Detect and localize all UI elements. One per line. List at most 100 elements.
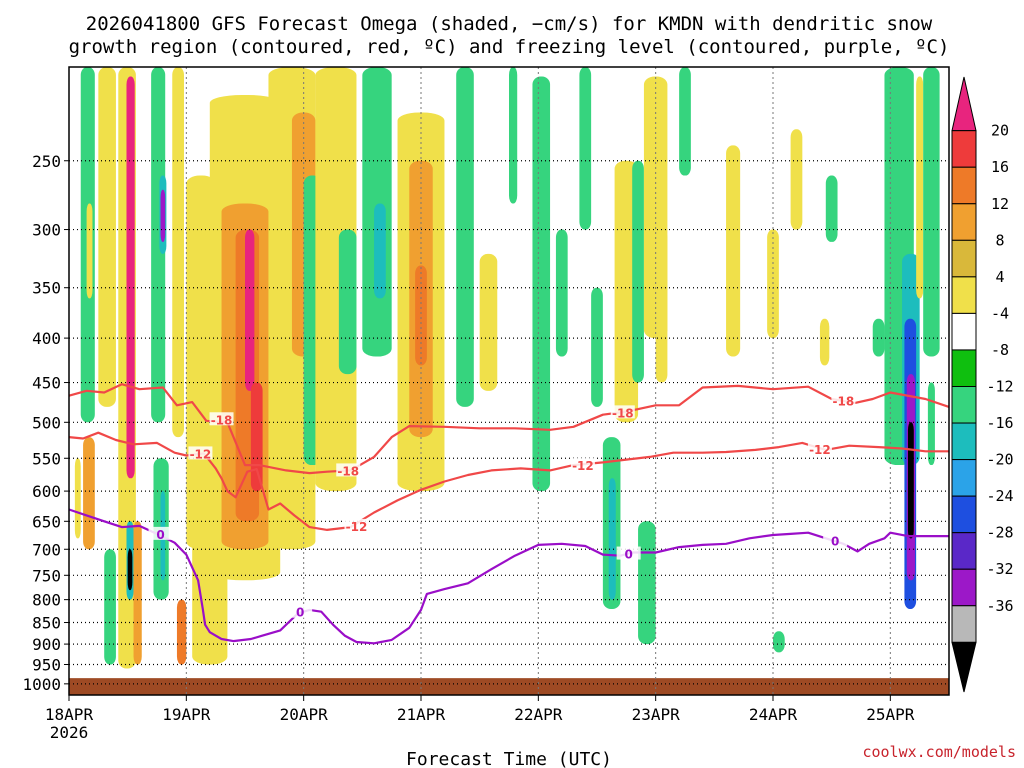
chart-title-line-1: 2026041800 GFS Forecast Omega (shaded, −… — [86, 13, 933, 35]
contour-line — [68, 383, 950, 475]
colorbar-swatch — [951, 239, 977, 278]
y-tick-label: 700 — [32, 540, 61, 559]
omega-cell — [608, 478, 616, 600]
y-tick-label: 400 — [32, 329, 61, 348]
x-tick-label: 22APR — [514, 705, 563, 724]
source-credit[interactable]: coolwx.com/models — [862, 743, 1016, 761]
omega-cell — [872, 318, 885, 357]
omega-cell — [172, 67, 184, 438]
colorbar-label: -28 — [986, 524, 1013, 542]
colorbar-label: -12 — [986, 378, 1013, 396]
y-tick-label: 450 — [32, 374, 61, 393]
omega-cell — [555, 229, 568, 357]
y-tick-label: 800 — [32, 591, 61, 610]
plot-frame — [68, 66, 950, 696]
omega-cell — [726, 145, 741, 357]
contour-label: 0 — [625, 548, 633, 562]
contour-label-bg — [209, 412, 234, 426]
colorbar-label: -32 — [986, 560, 1013, 578]
x-tick-label: 25APR — [866, 705, 915, 724]
colorbar-swatch — [951, 166, 977, 205]
chart-title-line-2: growth region (contoured, red, ºC) and f… — [69, 36, 950, 58]
omega-cell — [927, 382, 935, 466]
omega-cell — [176, 599, 187, 665]
omega-cell — [456, 67, 474, 407]
contour-label: -12 — [190, 447, 212, 461]
omega-shading — [74, 67, 940, 669]
contour-label-bg — [616, 546, 641, 560]
omega-cell — [614, 160, 639, 423]
omega-cell — [74, 458, 81, 539]
y-tick-label: 950 — [32, 655, 61, 674]
y-tick-label: 650 — [32, 512, 61, 531]
colorbar-label: 4 — [995, 268, 1004, 286]
colorbar-label: 12 — [991, 195, 1009, 213]
omega-cell — [916, 76, 924, 299]
y-tick-label: 250 — [32, 152, 61, 171]
y-tick-label: 850 — [32, 614, 61, 633]
omega-cell — [415, 265, 427, 366]
colorbar-label: -4 — [991, 304, 1009, 322]
contour-label: 0 — [831, 535, 839, 549]
colorbar-swatch — [951, 532, 977, 570]
colorbar-swatch — [951, 422, 977, 461]
contour-label-bg — [831, 393, 856, 407]
omega-cell — [126, 76, 135, 479]
x-tick-label: 20APR — [280, 705, 329, 724]
omega-cell — [160, 189, 166, 242]
y-tick-label: 1000 — [22, 675, 61, 694]
y-tick-label: 300 — [32, 221, 61, 240]
omega-cell — [86, 203, 93, 299]
y-tick-label: 600 — [32, 482, 61, 501]
colorbar-label: 8 — [995, 231, 1004, 249]
contour-label-bg — [823, 533, 848, 547]
colorbar-label: -8 — [991, 341, 1009, 359]
omega-cell — [655, 229, 668, 383]
y-tick-label: 500 — [32, 413, 61, 432]
x-tick-year-label: 2026 — [50, 723, 89, 742]
contour-label: -12 — [346, 520, 368, 534]
omega-cell — [907, 422, 914, 539]
contour-label: 0 — [156, 528, 164, 542]
contour-label-bg — [570, 458, 595, 472]
contour-label-bg — [188, 446, 213, 460]
colorbar-swatch — [951, 203, 977, 241]
omega-cell — [83, 437, 95, 550]
y-tick-label: 350 — [32, 279, 61, 298]
contour-label: -12 — [572, 459, 594, 473]
omega-cell — [333, 112, 351, 230]
omega-cell — [773, 631, 785, 653]
colorbar-label: -24 — [986, 487, 1013, 505]
omega-cell — [127, 549, 133, 591]
x-tick-label: 23APR — [632, 705, 681, 724]
contour-line — [68, 508, 949, 645]
omega-cell — [638, 521, 656, 645]
colorbar-swatch — [951, 349, 977, 388]
colorbar-swatch — [951, 312, 977, 351]
contour-label-bg — [336, 463, 361, 477]
colorbar-swatch — [951, 459, 977, 497]
colorbar-swatch — [951, 130, 977, 168]
omega-cell — [532, 76, 551, 492]
y-tick-label: 550 — [32, 449, 61, 468]
x-tick-label: 24APR — [749, 705, 798, 724]
contour-label: -18 — [211, 413, 233, 427]
grid-lines — [69, 67, 949, 695]
omega-cell — [509, 67, 518, 204]
x-tick-label: 18APR — [45, 705, 94, 724]
y-tick-label: 750 — [32, 566, 61, 585]
contour-label: -12 — [809, 443, 831, 457]
contour-label-bg — [288, 604, 313, 618]
ground-fill — [69, 678, 949, 695]
colorbar-label: 20 — [991, 122, 1009, 140]
omega-cell — [133, 521, 142, 665]
contour-label: 0 — [296, 606, 304, 620]
plot-area: -18 -18 -18 -18 -12 -12 -12 -12 0 0 0 0 — [68, 66, 950, 696]
contour-label: -18 — [612, 406, 634, 420]
omega-cell — [151, 67, 166, 423]
contour-label: -18 — [337, 464, 359, 478]
colorbar-swatch — [951, 276, 977, 314]
contour-label-bg — [148, 526, 173, 540]
omega-cell — [104, 549, 116, 665]
